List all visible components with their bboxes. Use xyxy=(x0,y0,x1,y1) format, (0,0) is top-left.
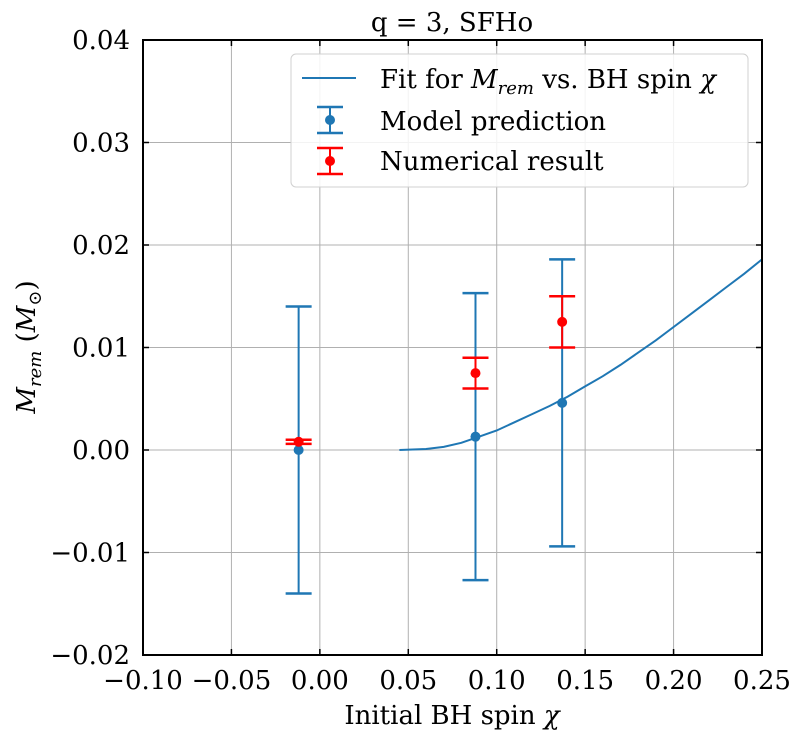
legend: Fit for Mrem vs. BH spin χ Model predict… xyxy=(290,53,749,188)
x-axis-label-symbol: χ xyxy=(542,701,562,731)
marker xyxy=(293,445,304,455)
marker xyxy=(557,397,568,408)
legend-model-label: Model prediction xyxy=(380,107,606,137)
marker xyxy=(470,431,481,442)
legend-numerical-label: Numerical result xyxy=(380,147,604,177)
y-axis-label-unit-open: ( xyxy=(12,332,42,350)
legend-fit-suffix: vs. BH spin xyxy=(534,65,700,95)
numerical-point-1 xyxy=(462,356,489,390)
model-point-0 xyxy=(285,305,312,595)
x-axis-label: Initial BH spin χ xyxy=(344,701,562,731)
x-tick-label: 0.25 xyxy=(733,666,791,696)
y-axis-label-unit-symbol: M xyxy=(12,304,42,333)
model-point-1 xyxy=(462,291,489,582)
legend-fit-prefix: Fit for xyxy=(380,65,471,95)
legend-fit-end-symbol: χ xyxy=(698,65,718,95)
legend-box xyxy=(290,53,749,188)
marker xyxy=(293,436,304,447)
x-axis-label-prefix: Initial BH spin xyxy=(344,701,544,731)
y-tick-label: 0.04 xyxy=(72,26,130,56)
series-layer xyxy=(285,258,576,595)
y-axis-label-unit-sub: ⊙ xyxy=(25,291,46,306)
x-tick-label: 0.20 xyxy=(645,666,703,696)
marker xyxy=(470,368,481,379)
y-tick-label: 0.02 xyxy=(72,231,130,261)
x-tick-label: 0.10 xyxy=(468,666,526,696)
fit-line xyxy=(399,258,763,451)
legend-model-swatch xyxy=(317,105,343,135)
legend-fit-sub: rem xyxy=(498,78,534,99)
numerical-point-2 xyxy=(549,295,576,349)
x-tick-label: 0.15 xyxy=(556,666,614,696)
x-tick-label: −0.05 xyxy=(192,666,272,696)
y-tick-label: 0.01 xyxy=(72,334,130,364)
x-tick-label: −0.10 xyxy=(103,666,183,696)
x-tick-label: 0.05 xyxy=(379,666,437,696)
y-tick-label: −0.02 xyxy=(50,641,130,671)
y-tick-label: −0.01 xyxy=(50,539,130,569)
x-tick-label: 0.00 xyxy=(291,666,349,696)
y-axis-label-unit-close: ) xyxy=(12,280,42,290)
y-tick-label: 0.00 xyxy=(72,436,130,466)
y-axis-label-sub: rem xyxy=(25,351,46,387)
y-axis-label-symbol: M xyxy=(12,386,42,415)
numerical-point-0 xyxy=(285,436,312,447)
ticks: −0.10 −0.05 0.00 0.05 0.10 0.15 0.20 0.25 −0.02 −… xyxy=(50,26,791,696)
legend-fit-label: Fit for Mrem vs. BH spin χ xyxy=(380,65,718,99)
marker xyxy=(557,316,568,327)
y-tick-label: 0.03 xyxy=(72,129,130,159)
chart-title: q = 3, SFHo xyxy=(371,8,533,38)
y-axis-label: Mrem (M⊙) xyxy=(12,280,46,414)
legend-numerical-swatch xyxy=(317,146,343,176)
legend-fit-symbol: M xyxy=(470,65,499,95)
